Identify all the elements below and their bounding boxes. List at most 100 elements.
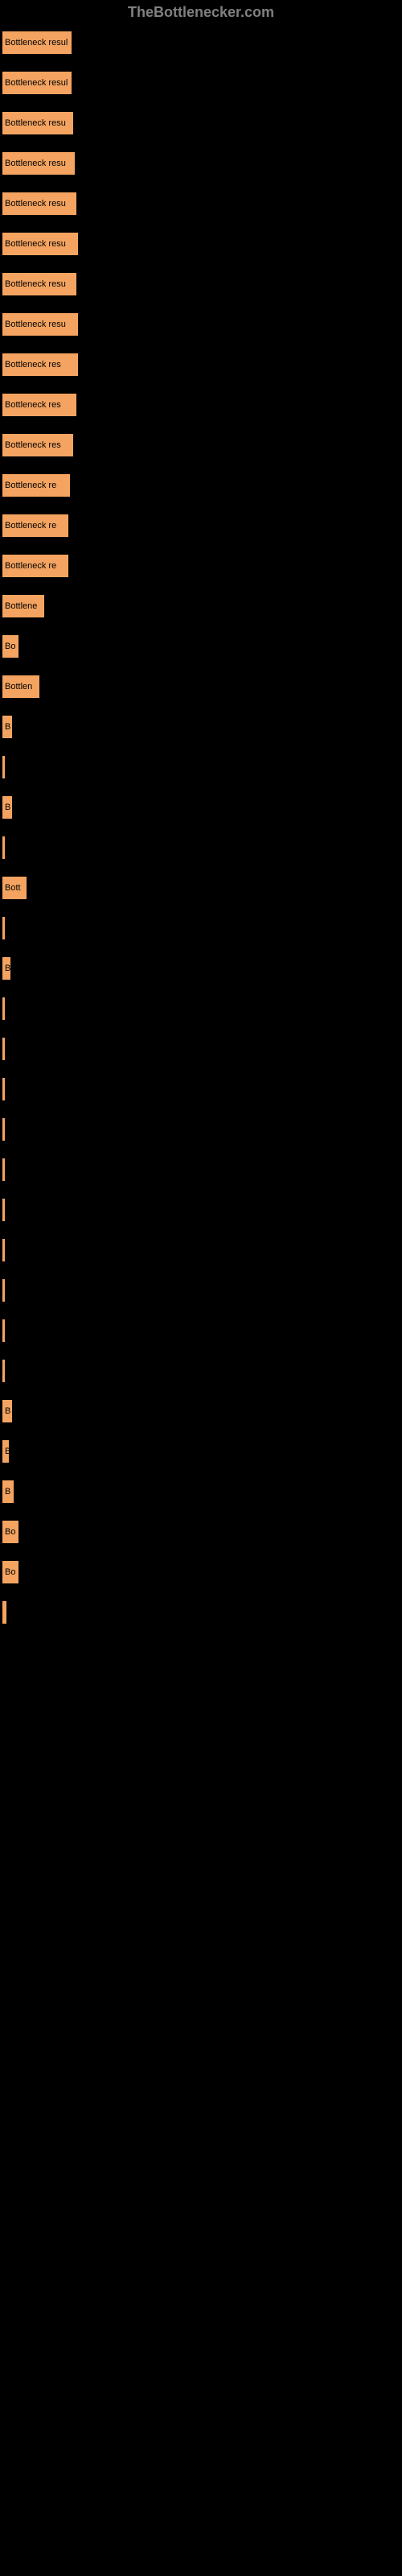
bar-item[interactable] [2,1319,6,1343]
bar-label: Bottleneck resu [5,199,66,208]
bar-rect [2,1198,6,1222]
bar-label: Bottleneck resul [5,78,68,88]
bar-rect: Bottleneck resul [2,31,72,55]
bar-rect: Bo [2,1520,19,1544]
bar-item[interactable] [2,1117,6,1141]
bar-item[interactable] [2,997,6,1021]
bar-rect: Bo [2,634,19,658]
bar-rect: Bottleneck re [2,473,71,497]
bar-label: Bo [5,1527,15,1537]
bar-label: Bottleneck resu [5,239,66,249]
bar-rect: Bottlen [2,675,40,699]
bar-rect: B [2,795,13,819]
bar-label: Bottleneck resu [5,159,66,168]
bar-item[interactable] [2,836,6,860]
bar-item[interactable] [2,1158,6,1182]
bar-rect: Bottleneck resu [2,232,79,256]
bar-item[interactable] [2,1238,6,1262]
bar-label: Bottleneck re [5,521,56,530]
bar-item[interactable]: Bo [2,1560,19,1584]
bar-rect: Bottleneck resu [2,192,77,216]
bar-item[interactable]: Bottleneck res [2,393,77,417]
bar-label: B [5,964,10,973]
bar-rect [2,836,6,860]
bar-item[interactable]: Bottleneck re [2,514,69,538]
bar-rect: Bottleneck resu [2,312,79,336]
bar-label: Bo [5,1567,15,1577]
bar-label: Bottleneck res [5,440,61,450]
bar-item[interactable] [2,1600,7,1624]
bar-item[interactable]: Bottleneck resu [2,312,79,336]
bar-label: B [5,722,10,732]
bar-item[interactable] [2,1077,6,1101]
bar-item[interactable]: Bottleneck re [2,473,71,497]
bar-item[interactable]: Bottleneck resu [2,272,77,296]
bar-item[interactable]: B [2,1439,10,1463]
bar-rect: Bottleneck res [2,433,74,457]
bar-item[interactable]: Bo [2,634,19,658]
bar-rect: B [2,1399,13,1423]
bar-label: Bottleneck resu [5,279,66,289]
bar-label: Bottlen [5,682,32,691]
bar-rect [2,755,6,779]
bar-rect: Bottleneck resul [2,71,72,95]
bar-rect [2,1278,6,1302]
bar-label: Bott [5,883,21,893]
bar-label: B [5,803,10,812]
bar-label: Bottleneck res [5,400,61,410]
bar-label: Bottleneck res [5,360,61,369]
bar-rect: Bottleneck re [2,514,69,538]
bar-label: B [5,1447,10,1456]
bar-rect [2,1238,6,1262]
bar-item[interactable]: Bottleneck resu [2,111,74,135]
bar-rect: B [2,1480,14,1504]
bar-rect: Bottleneck resu [2,272,77,296]
bar-label: B [5,1406,10,1416]
bar-item[interactable] [2,755,6,779]
bar-item[interactable]: Bottleneck res [2,433,74,457]
bar-rect: Bottleneck res [2,393,77,417]
bar-rect: B [2,956,11,980]
bar-rect [2,1319,6,1343]
bar-rect: Bottleneck resu [2,111,74,135]
bar-rect: Bottleneck resu [2,151,76,175]
bar-item[interactable]: Bottleneck resu [2,192,77,216]
bar-item[interactable]: B [2,1399,13,1423]
bar-label: Bo [5,642,15,651]
bar-item[interactable]: B [2,715,13,739]
bar-item[interactable]: Bo [2,1520,19,1544]
bar-item[interactable]: B [2,1480,14,1504]
bar-item[interactable]: Bottleneck re [2,554,69,578]
bar-item[interactable]: B [2,795,13,819]
bar-label: Bottleneck resul [5,38,68,47]
page-title: TheBottlenecker.com [128,4,274,21]
bar-label: Bottlene [5,601,37,611]
bar-item[interactable]: Bottleneck res [2,353,79,377]
bar-item[interactable] [2,1359,6,1383]
bar-item[interactable] [2,1278,6,1302]
bar-item[interactable]: Bottleneck resu [2,151,76,175]
bar-rect [2,997,6,1021]
bar-label: B [5,1487,10,1496]
bar-label: Bottleneck re [5,561,56,571]
bar-rect: Bottleneck res [2,353,79,377]
bar-item[interactable] [2,916,6,940]
bar-rect [2,1359,6,1383]
bar-item[interactable] [2,1037,6,1061]
bar-item[interactable]: Bott [2,876,27,900]
bar-rect: B [2,1439,10,1463]
bar-rect: Bott [2,876,27,900]
bar-item[interactable]: Bottlen [2,675,40,699]
bar-label: Bottleneck re [5,481,56,490]
bar-item[interactable]: Bottleneck resu [2,232,79,256]
bar-rect [2,916,6,940]
bar-item[interactable]: Bottleneck resul [2,31,72,55]
bar-item[interactable]: Bottleneck resul [2,71,72,95]
bar-item[interactable]: B [2,956,11,980]
bar-item[interactable] [2,1198,6,1222]
bar-rect [2,1158,6,1182]
bar-rect: B [2,715,13,739]
bar-rect: Bottleneck re [2,554,69,578]
bar-item[interactable]: Bottlene [2,594,45,618]
bar-rect [2,1600,7,1624]
